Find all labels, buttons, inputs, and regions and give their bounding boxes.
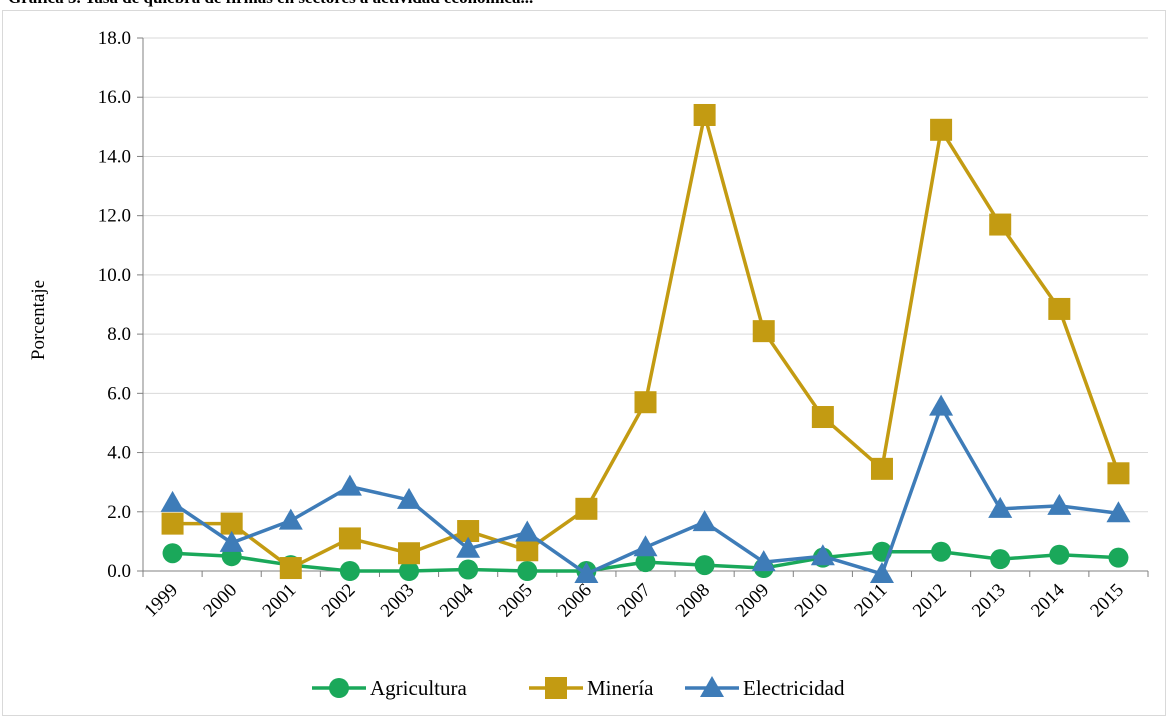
data-point-mineria <box>1107 462 1130 485</box>
data-point-agricultura <box>339 561 360 581</box>
y-tick-label: 18.0 <box>98 28 131 49</box>
data-point-agricultura <box>931 541 952 562</box>
series-mineria <box>161 103 1130 580</box>
legend-marker-mineria <box>545 677 567 699</box>
data-point-electricidad <box>1106 501 1131 523</box>
data-point-agricultura <box>458 559 479 580</box>
y-tick-label: 2.0 <box>107 502 131 523</box>
y-tick-labels: 0.0 2.0 4.0 6.0 8.0 10.0 12.0 14.0 16.0 18.0 <box>98 28 131 582</box>
x-tick-label: 2006 <box>554 580 596 622</box>
data-point-mineria <box>338 527 361 550</box>
x-tick-label: 2013 <box>968 580 1010 622</box>
data-point-mineria <box>575 497 598 520</box>
data-point-electricidad <box>278 508 303 530</box>
data-point-electricidad <box>929 394 954 416</box>
y-tick-label: 14.0 <box>98 146 131 167</box>
x-tick-labels: 1999 2000 2001 2002 2003 2004 2005 2006 2007 2008… <box>140 579 1128 621</box>
data-point-electricidad <box>751 550 776 572</box>
x-tick-label: 2012 <box>909 580 951 622</box>
data-point-electricidad <box>337 474 362 496</box>
data-point-agricultura <box>517 561 538 581</box>
x-tick-label: 2015 <box>1086 580 1128 622</box>
y-tick-label: 4.0 <box>107 443 131 464</box>
y-tick-label: 12.0 <box>98 206 131 227</box>
data-point-mineria <box>870 457 893 480</box>
x-tick-label: 2010 <box>791 580 833 622</box>
legend: Agricultura Minería Electricidad <box>312 676 845 700</box>
data-point-electricidad <box>515 520 540 542</box>
chart-frame <box>2 10 1166 716</box>
data-point-electricidad <box>869 561 894 583</box>
axes <box>137 37 1149 577</box>
data-point-mineria <box>693 103 716 126</box>
data-point-agricultura <box>990 549 1011 570</box>
data-point-mineria <box>930 118 953 141</box>
y-tick-label: 16.0 <box>98 87 131 108</box>
data-point-electricidad <box>692 510 717 532</box>
x-tick-label: 2000 <box>199 580 241 622</box>
x-tick-label: 1999 <box>140 580 182 622</box>
series-electricidad <box>160 394 1131 583</box>
chart-title-strip: Gráfica 3. Tasa de quiebra de firmas en … <box>0 0 1170 8</box>
x-tick-label: 2005 <box>495 580 537 622</box>
data-point-mineria <box>989 213 1012 236</box>
series-layer <box>160 103 1131 583</box>
x-tick-label: 2008 <box>672 580 714 622</box>
x-tick-label: 2007 <box>613 580 655 622</box>
data-point-agricultura <box>694 555 715 576</box>
data-point-mineria <box>634 391 657 414</box>
legend-item-agricultura: Agricultura <box>312 676 467 700</box>
x-tick-label: 2003 <box>377 580 419 622</box>
x-tick-label: 2009 <box>732 580 774 622</box>
data-point-mineria <box>457 520 480 543</box>
data-point-mineria <box>1048 297 1071 320</box>
x-tick-label: 2004 <box>436 579 478 621</box>
data-point-electricidad <box>160 490 185 512</box>
legend-label-agricultura: Agricultura <box>370 676 467 700</box>
legend-marker-agricultura <box>329 678 349 698</box>
legend-item-mineria: Minería <box>529 676 654 700</box>
y-tick-label: 6.0 <box>107 383 131 404</box>
data-point-mineria <box>398 542 421 565</box>
data-point-agricultura <box>399 561 420 581</box>
data-point-agricultura <box>1049 544 1070 565</box>
data-point-electricidad <box>988 496 1013 518</box>
data-point-mineria <box>161 512 184 535</box>
y-axis-title: Porcentaje <box>28 280 49 360</box>
data-point-mineria <box>811 406 834 429</box>
data-point-electricidad <box>574 561 599 583</box>
x-tick-label: 2002 <box>318 580 360 622</box>
x-tick-label: 2001 <box>259 580 301 622</box>
y-tick-label: 8.0 <box>107 324 131 345</box>
series-line-mineria <box>172 113 1121 570</box>
data-point-electricidad <box>456 536 481 558</box>
y-tick-label: 10.0 <box>98 265 131 286</box>
legend-item-electricidad: Electricidad <box>685 676 845 700</box>
y-tick-label: 0.0 <box>107 561 131 582</box>
data-point-agricultura <box>635 552 656 573</box>
data-point-mineria <box>752 320 775 343</box>
x-tick-label: 2014 <box>1027 579 1069 621</box>
data-point-mineria <box>220 512 243 535</box>
x-tick-label: 2011 <box>850 580 891 621</box>
legend-label-electricidad: Electricidad <box>743 676 845 700</box>
legend-label-mineria: Minería <box>587 676 654 700</box>
data-point-agricultura <box>162 543 183 564</box>
data-point-electricidad <box>219 530 244 552</box>
data-point-electricidad <box>397 487 422 509</box>
data-point-electricidad <box>633 535 658 557</box>
gridlines <box>143 37 1148 513</box>
data-point-agricultura <box>1108 547 1129 568</box>
legend-marker-electricidad <box>700 676 724 697</box>
data-point-electricidad <box>810 544 835 566</box>
data-point-mineria <box>516 539 539 562</box>
data-point-electricidad <box>1047 493 1072 515</box>
chart-title: Gráfica 3. Tasa de quiebra de firmas en … <box>8 0 533 8</box>
data-point-mineria <box>279 557 302 580</box>
